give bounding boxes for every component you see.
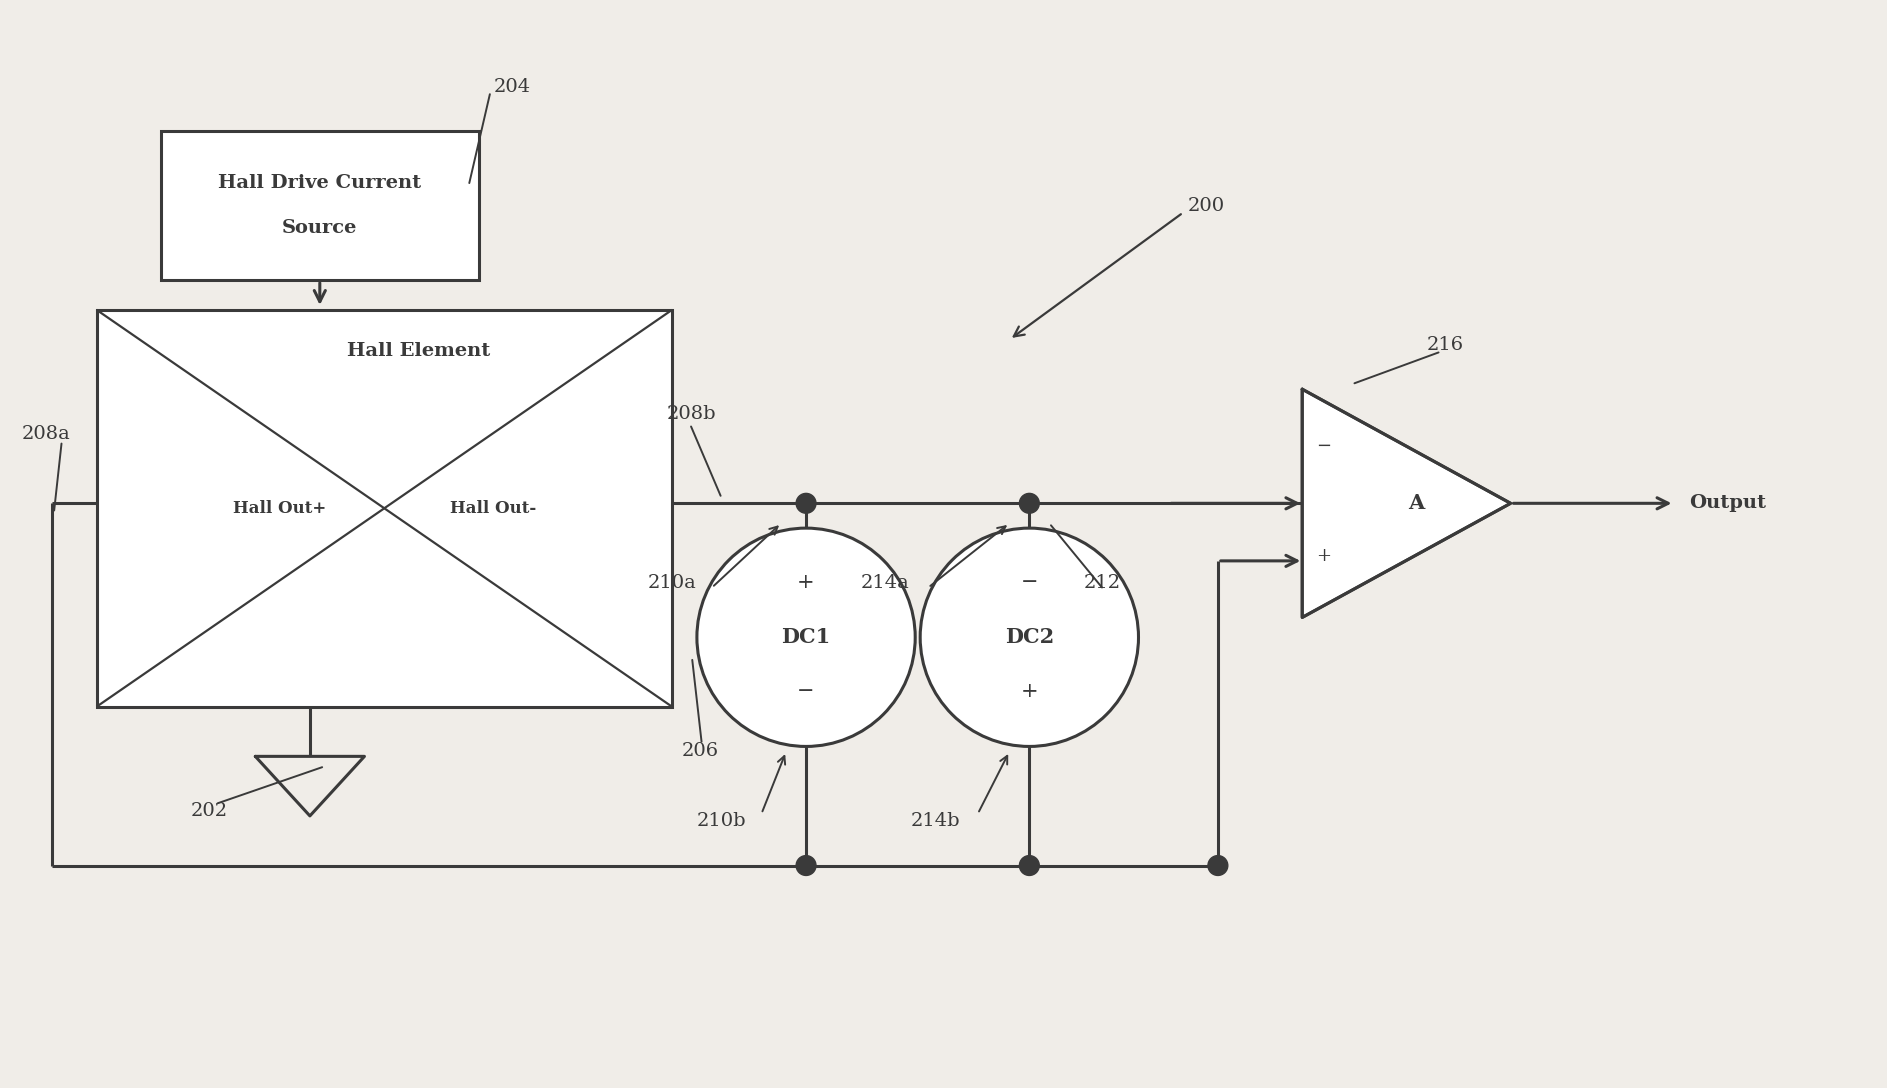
Text: 214a: 214a	[860, 573, 910, 592]
Text: +: +	[1317, 547, 1332, 565]
Text: 208b: 208b	[668, 405, 717, 423]
Circle shape	[796, 855, 815, 876]
Text: 208a: 208a	[23, 424, 72, 443]
Text: +: +	[796, 573, 815, 592]
Ellipse shape	[696, 528, 915, 746]
Ellipse shape	[921, 528, 1138, 746]
Text: DC1: DC1	[781, 628, 830, 647]
Text: 214b: 214b	[910, 812, 960, 830]
Circle shape	[1019, 855, 1040, 876]
Circle shape	[796, 493, 815, 514]
Text: A: A	[1408, 493, 1425, 514]
Text: 200: 200	[1189, 197, 1225, 214]
Text: Hall Out+: Hall Out+	[234, 499, 326, 517]
Text: 210b: 210b	[696, 812, 747, 830]
Circle shape	[1019, 493, 1040, 514]
Text: +: +	[1021, 682, 1038, 702]
Text: Source: Source	[283, 220, 357, 237]
Text: Hall Out-: Hall Out-	[451, 499, 536, 517]
Text: Hall Drive Current: Hall Drive Current	[219, 174, 421, 191]
Text: Output: Output	[1689, 494, 1766, 512]
Text: 206: 206	[681, 742, 719, 761]
Text: DC2: DC2	[1004, 628, 1055, 647]
Text: 210a: 210a	[647, 573, 696, 592]
Text: 212: 212	[1083, 573, 1121, 592]
Text: −: −	[798, 682, 815, 702]
Text: −: −	[1317, 437, 1332, 455]
FancyBboxPatch shape	[160, 132, 479, 280]
Text: 216: 216	[1427, 335, 1464, 354]
Text: 204: 204	[494, 77, 530, 96]
Text: 202: 202	[191, 802, 228, 820]
Circle shape	[1208, 855, 1228, 876]
Text: Hall Element: Hall Element	[347, 343, 491, 360]
FancyBboxPatch shape	[96, 310, 672, 707]
Text: −: −	[1021, 573, 1038, 592]
Polygon shape	[1302, 390, 1511, 617]
